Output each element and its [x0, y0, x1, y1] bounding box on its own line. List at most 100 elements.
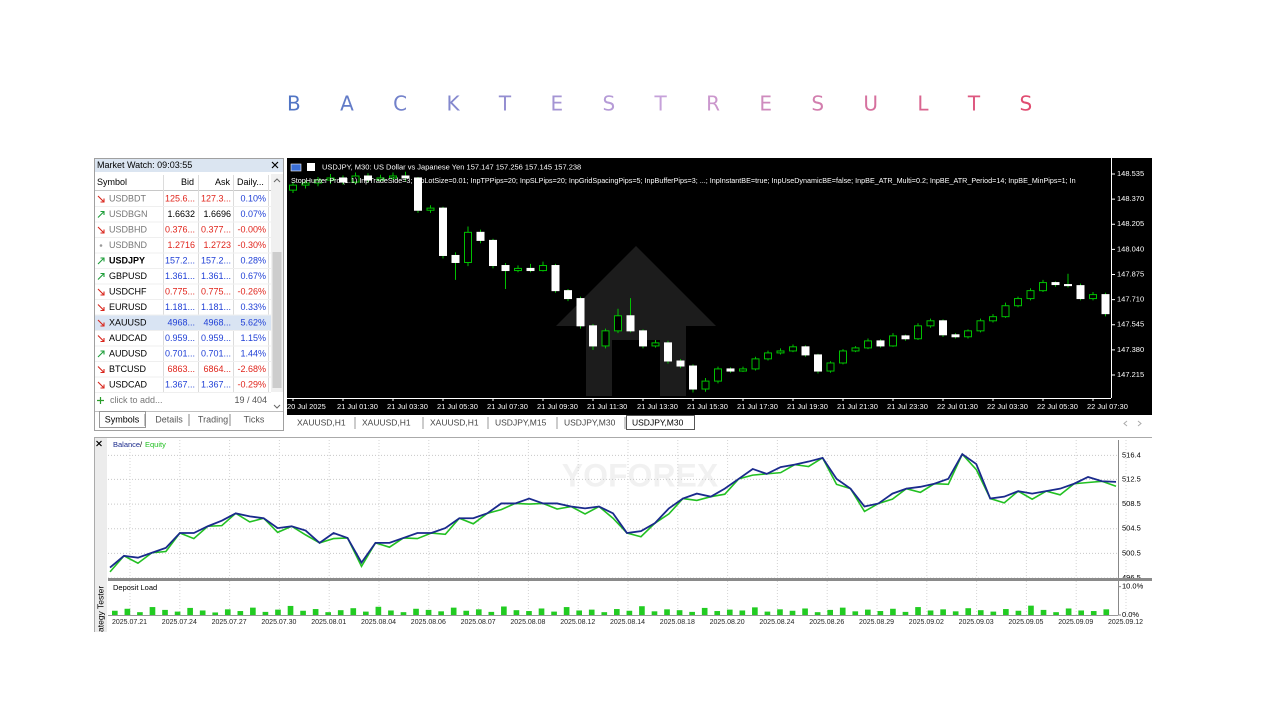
symbol-name: AUDUSD	[109, 348, 148, 358]
candle-body	[901, 335, 910, 340]
market-watch: Market Watch: 09:03:55 Symbol Bid Ask Daily.…	[94, 158, 284, 431]
symbol-count: 19 / 404	[234, 395, 267, 405]
price-tick-label: 147.710	[1117, 295, 1144, 304]
chart-tab[interactable]: XAUUSD,H1	[362, 417, 411, 427]
symbol-row[interactable]: USDBND 1.2716 1.2723 -0.30%	[95, 240, 271, 254]
column-header[interactable]: Bid	[181, 177, 194, 187]
deposit-bar	[588, 609, 595, 615]
symbol-row[interactable]: USDCAD 1.367... 1.367... -0.29%	[95, 379, 271, 393]
candle-body	[776, 350, 785, 354]
deposit-tick-label: 10.0%	[1122, 582, 1144, 591]
time-tick-label: 21 Jul 19:30	[787, 402, 828, 411]
tab-scroll-left[interactable]	[1123, 420, 1128, 427]
bid-price: 1.367...	[165, 379, 195, 389]
watermark-logo	[556, 246, 716, 396]
chart-tab[interactable]: XAUUSD,H1	[297, 417, 346, 427]
row-highlight	[95, 315, 271, 331]
balance-tick-label: 500.5	[1122, 548, 1141, 557]
symbol-name: USDJPY	[109, 255, 145, 265]
candle-body	[1026, 290, 1035, 300]
trend-icon-down	[97, 288, 105, 296]
chart-tab[interactable]: USDJPY,M30	[564, 417, 616, 427]
panel-tab[interactable]: Ticks	[244, 414, 265, 424]
symbol-name: USDBHD	[109, 224, 148, 234]
ask-price: 157.2...	[201, 255, 231, 265]
column-header[interactable]: Ask	[215, 177, 231, 187]
trend-icon-up	[97, 272, 105, 280]
candle-body	[1039, 282, 1047, 292]
daily-change: -0.29%	[237, 379, 266, 389]
close-button[interactable]	[271, 161, 279, 169]
ask-price: 4968...	[203, 317, 231, 327]
deposit-bar	[212, 612, 219, 615]
ask-price: 0.701...	[201, 348, 231, 358]
symbol-row[interactable]: USDBDT 125.6... 127.3... 0.10%	[95, 193, 271, 207]
deposit-bar	[789, 610, 796, 615]
panel-tab[interactable]: Trading	[198, 414, 228, 424]
time-tick-label: 21 Jul 11:30	[587, 402, 627, 411]
trend-icon-up	[97, 257, 105, 265]
equity-line	[109, 452, 1117, 573]
candles	[289, 171, 1110, 393]
panel-tab[interactable]: Details	[155, 414, 183, 424]
chart-tab[interactable]: USDJPY,M30	[632, 417, 684, 427]
daily-change: 0.07%	[240, 209, 266, 219]
deposit-bar	[865, 609, 871, 615]
candle-body	[289, 184, 297, 191]
deposit-bar	[425, 609, 432, 615]
scroll-arrow-up[interactable]	[273, 178, 281, 183]
symbol-row[interactable]: USDJPY 157.2... 157.2... 0.28%	[95, 255, 271, 269]
daily-change: 0.10%	[240, 193, 266, 203]
candle-body	[501, 265, 510, 272]
column-header[interactable]: Symbol	[97, 177, 127, 187]
date-tick-label: 2025.07.27	[212, 619, 247, 626]
symbol-row[interactable]: AUDCAD 0.959... 0.959... 1.15%	[95, 333, 271, 347]
tab-scroll-right[interactable]	[1137, 420, 1142, 427]
daily-change: -0.30%	[237, 240, 266, 250]
daily-change: 0.28%	[240, 255, 266, 265]
symbol-row[interactable]: USDBHD 0.376... 0.377... -0.00%	[95, 224, 271, 238]
candle-body	[476, 231, 485, 241]
date-tick-label: 2025.07.24	[162, 619, 197, 626]
symbol-row[interactable]: USDBGN 1.6632 1.6696 0.07%	[95, 209, 271, 223]
symbol-row[interactable]: BTCUSD 6863... 6864... -2.68%	[95, 364, 271, 378]
symbol-name: EURUSD	[109, 302, 148, 312]
symbol-row[interactable]: AUDUSD 0.701... 0.701... 1.44%	[95, 348, 271, 362]
trend-icon-up	[97, 210, 105, 218]
symbol-row[interactable]: GBPUSD 1.361... 1.361... 0.67%	[95, 271, 271, 285]
panel-tab[interactable]: Symbols	[105, 414, 140, 424]
chart-tab[interactable]: USDJPY,M15	[495, 417, 547, 427]
bid-price: 157.2...	[165, 255, 195, 265]
symbol-icon	[290, 163, 302, 172]
scroll-arrow-down[interactable]	[273, 404, 281, 409]
ask-price: 1.2723	[203, 240, 231, 250]
daily-change: -0.26%	[237, 286, 266, 296]
chart-tab[interactable]: XAUUSD,H1	[430, 417, 479, 427]
deposit-bar	[1065, 608, 1072, 615]
symbol-name: USDCHF	[109, 286, 147, 296]
scrollbar-thumb[interactable]	[272, 252, 282, 388]
candle-body	[889, 335, 897, 347]
symbol-row[interactable]: USDCHF 0.775... 0.775... -0.26%	[95, 286, 271, 300]
symbol-row[interactable]: EURUSD 1.181... 1.181... 0.33%	[95, 302, 271, 316]
daily-change: 1.44%	[240, 348, 266, 358]
ask-price: 127.3...	[201, 193, 231, 203]
tester-close[interactable]	[96, 440, 102, 447]
column-header[interactable]: Daily...	[237, 177, 264, 187]
symbol-row[interactable]: XAUUSD 4968... 4968... 5.62%	[95, 315, 271, 332]
deposit-bar	[450, 607, 457, 615]
balance-tick-label: 496.5	[1122, 573, 1141, 582]
trend-icon-down	[97, 381, 105, 389]
tester-side-label: ategy Tester	[95, 586, 105, 632]
candle-body	[801, 346, 810, 356]
candle-body	[1076, 285, 1085, 300]
bid-price: 1.2716	[167, 240, 195, 250]
bid-price: 4968...	[167, 317, 195, 327]
date-tick-label: 2025.08.08	[510, 619, 545, 626]
add-symbol[interactable]: click to add...	[110, 395, 163, 405]
symbol-name: USDBND	[109, 240, 148, 250]
candle-body	[1101, 294, 1110, 315]
deposit-bar	[576, 610, 582, 615]
